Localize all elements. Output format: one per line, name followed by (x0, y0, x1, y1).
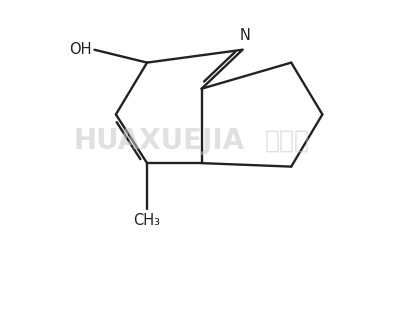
Text: 化学加: 化学加 (265, 129, 310, 153)
Text: N: N (240, 28, 250, 43)
Text: HUAXUEJIA: HUAXUEJIA (73, 126, 244, 155)
Text: CH₃: CH₃ (134, 212, 161, 228)
Text: OH: OH (69, 42, 91, 57)
